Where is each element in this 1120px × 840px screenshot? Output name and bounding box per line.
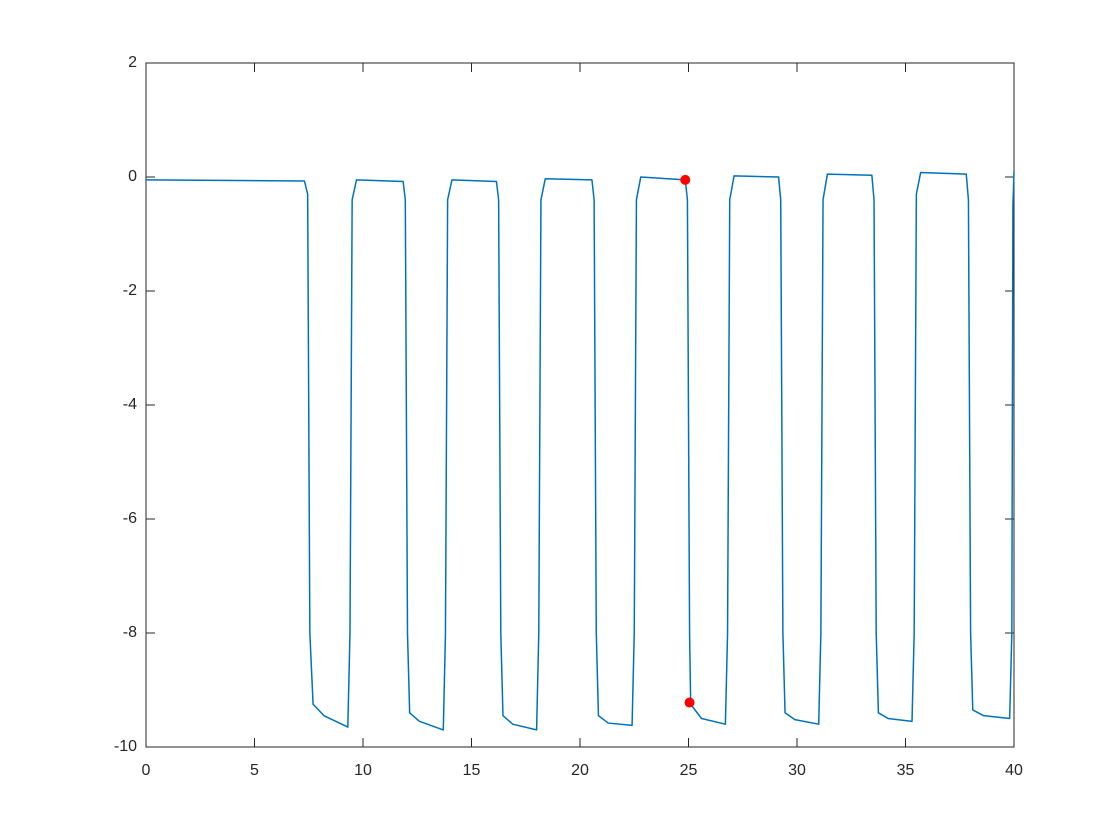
x-tick-label: 0 <box>142 762 151 779</box>
marker <box>680 174 691 185</box>
y-tick-label: -6 <box>123 510 137 527</box>
y-tick-label: -10 <box>114 738 137 755</box>
y-tick-label: -2 <box>123 282 137 299</box>
y-tick-label: 0 <box>128 168 137 185</box>
x-tick-label: 30 <box>788 762 806 779</box>
x-tick-label: 40 <box>1005 762 1023 779</box>
x-tick-label: 15 <box>463 762 481 779</box>
x-tick-label: 10 <box>354 762 372 779</box>
x-tick-label: 20 <box>571 762 589 779</box>
data-line <box>145 171 1015 731</box>
x-tick-label: 25 <box>680 762 698 779</box>
y-tick-label: -8 <box>123 624 137 641</box>
y-tick-label: -4 <box>123 396 137 413</box>
x-tick-label: 5 <box>250 762 259 779</box>
y-tick-label: 2 <box>128 54 137 71</box>
marker <box>684 697 695 708</box>
x-tick-label: 35 <box>897 762 915 779</box>
